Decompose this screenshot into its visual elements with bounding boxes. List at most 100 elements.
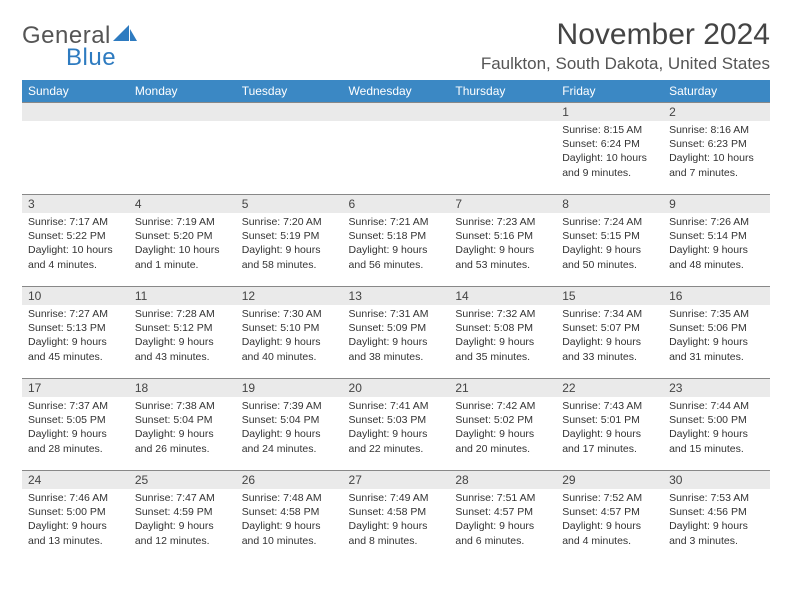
day-number: 22 [556, 379, 663, 397]
day-number [449, 103, 556, 121]
calendar-row: 24Sunrise: 7:46 AMSunset: 5:00 PMDayligh… [22, 471, 770, 563]
day-details: Sunrise: 7:38 AMSunset: 5:04 PMDaylight:… [129, 397, 236, 460]
calendar-cell: 15Sunrise: 7:34 AMSunset: 5:07 PMDayligh… [556, 287, 663, 379]
day-number: 11 [129, 287, 236, 305]
sunset-text: Sunset: 5:10 PM [242, 321, 337, 335]
calendar-cell: 4Sunrise: 7:19 AMSunset: 5:20 PMDaylight… [129, 195, 236, 287]
sunrise-text: Sunrise: 7:27 AM [28, 307, 123, 321]
calendar-cell: 1Sunrise: 8:15 AMSunset: 6:24 PMDaylight… [556, 103, 663, 195]
calendar-cell: 21Sunrise: 7:42 AMSunset: 5:02 PMDayligh… [449, 379, 556, 471]
sunrise-text: Sunrise: 7:52 AM [562, 491, 657, 505]
daylight-text: Daylight: 9 hours and 56 minutes. [349, 243, 444, 271]
sunrise-text: Sunrise: 7:34 AM [562, 307, 657, 321]
calendar-cell: 2Sunrise: 8:16 AMSunset: 6:23 PMDaylight… [663, 103, 770, 195]
calendar-table: Sunday Monday Tuesday Wednesday Thursday… [22, 80, 770, 563]
day-number: 10 [22, 287, 129, 305]
calendar-cell: 12Sunrise: 7:30 AMSunset: 5:10 PMDayligh… [236, 287, 343, 379]
sunset-text: Sunset: 5:00 PM [669, 413, 764, 427]
day-number: 4 [129, 195, 236, 213]
sunrise-text: Sunrise: 7:39 AM [242, 399, 337, 413]
calendar-cell: 13Sunrise: 7:31 AMSunset: 5:09 PMDayligh… [343, 287, 450, 379]
daylight-text: Daylight: 9 hours and 50 minutes. [562, 243, 657, 271]
day-details: Sunrise: 7:53 AMSunset: 4:56 PMDaylight:… [663, 489, 770, 552]
daylight-text: Daylight: 10 hours and 9 minutes. [562, 151, 657, 179]
calendar-cell [22, 103, 129, 195]
day-number [22, 103, 129, 121]
calendar-cell: 23Sunrise: 7:44 AMSunset: 5:00 PMDayligh… [663, 379, 770, 471]
day-header: Monday [129, 80, 236, 103]
day-details: Sunrise: 7:48 AMSunset: 4:58 PMDaylight:… [236, 489, 343, 552]
header: General Blue November 2024 Faulkton, Sou… [22, 18, 770, 74]
calendar-cell: 24Sunrise: 7:46 AMSunset: 5:00 PMDayligh… [22, 471, 129, 563]
sunrise-text: Sunrise: 7:30 AM [242, 307, 337, 321]
calendar-cell: 30Sunrise: 7:53 AMSunset: 4:56 PMDayligh… [663, 471, 770, 563]
calendar-cell: 7Sunrise: 7:23 AMSunset: 5:16 PMDaylight… [449, 195, 556, 287]
day-details: Sunrise: 8:16 AMSunset: 6:23 PMDaylight:… [663, 121, 770, 184]
daylight-text: Daylight: 10 hours and 1 minute. [135, 243, 230, 271]
day-details: Sunrise: 7:21 AMSunset: 5:18 PMDaylight:… [343, 213, 450, 276]
daylight-text: Daylight: 9 hours and 33 minutes. [562, 335, 657, 363]
day-number: 20 [343, 379, 450, 397]
day-number: 12 [236, 287, 343, 305]
calendar-cell: 26Sunrise: 7:48 AMSunset: 4:58 PMDayligh… [236, 471, 343, 563]
day-details: Sunrise: 7:19 AMSunset: 5:20 PMDaylight:… [129, 213, 236, 276]
day-header: Friday [556, 80, 663, 103]
daylight-text: Daylight: 9 hours and 38 minutes. [349, 335, 444, 363]
day-header: Saturday [663, 80, 770, 103]
daylight-text: Daylight: 9 hours and 40 minutes. [242, 335, 337, 363]
calendar-cell [449, 103, 556, 195]
daylight-text: Daylight: 10 hours and 4 minutes. [28, 243, 123, 271]
day-details: Sunrise: 7:42 AMSunset: 5:02 PMDaylight:… [449, 397, 556, 460]
day-number: 17 [22, 379, 129, 397]
day-number: 24 [22, 471, 129, 489]
day-number: 1 [556, 103, 663, 121]
sunrise-text: Sunrise: 7:23 AM [455, 215, 550, 229]
day-details: Sunrise: 7:34 AMSunset: 5:07 PMDaylight:… [556, 305, 663, 368]
day-details: Sunrise: 7:17 AMSunset: 5:22 PMDaylight:… [22, 213, 129, 276]
day-details: Sunrise: 7:37 AMSunset: 5:05 PMDaylight:… [22, 397, 129, 460]
sunset-text: Sunset: 5:07 PM [562, 321, 657, 335]
sunset-text: Sunset: 6:24 PM [562, 137, 657, 151]
day-number: 3 [22, 195, 129, 213]
sunset-text: Sunset: 5:22 PM [28, 229, 123, 243]
daylight-text: Daylight: 9 hours and 24 minutes. [242, 427, 337, 455]
day-number: 16 [663, 287, 770, 305]
sunset-text: Sunset: 5:05 PM [28, 413, 123, 427]
calendar-cell: 10Sunrise: 7:27 AMSunset: 5:13 PMDayligh… [22, 287, 129, 379]
sunset-text: Sunset: 5:16 PM [455, 229, 550, 243]
sunrise-text: Sunrise: 7:31 AM [349, 307, 444, 321]
day-number: 8 [556, 195, 663, 213]
sunset-text: Sunset: 4:57 PM [562, 505, 657, 519]
sunset-text: Sunset: 6:23 PM [669, 137, 764, 151]
sunset-text: Sunset: 5:01 PM [562, 413, 657, 427]
daylight-text: Daylight: 9 hours and 26 minutes. [135, 427, 230, 455]
calendar-row: 3Sunrise: 7:17 AMSunset: 5:22 PMDaylight… [22, 195, 770, 287]
day-number [236, 103, 343, 121]
day-number: 30 [663, 471, 770, 489]
calendar-cell: 11Sunrise: 7:28 AMSunset: 5:12 PMDayligh… [129, 287, 236, 379]
calendar-cell: 6Sunrise: 7:21 AMSunset: 5:18 PMDaylight… [343, 195, 450, 287]
calendar-cell: 28Sunrise: 7:51 AMSunset: 4:57 PMDayligh… [449, 471, 556, 563]
sunset-text: Sunset: 5:18 PM [349, 229, 444, 243]
sunset-text: Sunset: 5:14 PM [669, 229, 764, 243]
sunrise-text: Sunrise: 7:37 AM [28, 399, 123, 413]
day-number: 5 [236, 195, 343, 213]
day-number: 15 [556, 287, 663, 305]
daylight-text: Daylight: 9 hours and 35 minutes. [455, 335, 550, 363]
day-number [129, 103, 236, 121]
sunrise-text: Sunrise: 7:53 AM [669, 491, 764, 505]
day-number: 28 [449, 471, 556, 489]
sunset-text: Sunset: 5:08 PM [455, 321, 550, 335]
daylight-text: Daylight: 9 hours and 48 minutes. [669, 243, 764, 271]
calendar-cell: 19Sunrise: 7:39 AMSunset: 5:04 PMDayligh… [236, 379, 343, 471]
day-header: Sunday [22, 80, 129, 103]
sunrise-text: Sunrise: 7:48 AM [242, 491, 337, 505]
day-details: Sunrise: 7:30 AMSunset: 5:10 PMDaylight:… [236, 305, 343, 368]
sunrise-text: Sunrise: 7:44 AM [669, 399, 764, 413]
logo-text-blue: Blue [66, 44, 137, 72]
sunset-text: Sunset: 5:20 PM [135, 229, 230, 243]
day-details: Sunrise: 7:24 AMSunset: 5:15 PMDaylight:… [556, 213, 663, 276]
day-details: Sunrise: 7:23 AMSunset: 5:16 PMDaylight:… [449, 213, 556, 276]
logo: General Blue [22, 22, 137, 72]
day-details: Sunrise: 7:32 AMSunset: 5:08 PMDaylight:… [449, 305, 556, 368]
